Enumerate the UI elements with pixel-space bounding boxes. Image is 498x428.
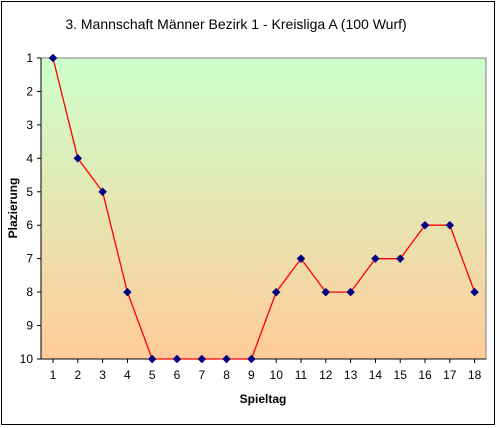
x-tick-label: 17 bbox=[443, 368, 457, 382]
plot-area bbox=[40, 57, 487, 360]
y-tick-label: 4 bbox=[26, 151, 33, 165]
y-tick-label: 9 bbox=[26, 319, 33, 333]
x-tick-label: 8 bbox=[223, 368, 230, 382]
data-point-marker bbox=[445, 220, 455, 230]
x-tick-label: 6 bbox=[174, 368, 181, 382]
data-point-marker bbox=[271, 287, 281, 297]
data-point-marker bbox=[247, 354, 256, 364]
x-tick-label: 4 bbox=[124, 368, 131, 382]
y-tick-label: 7 bbox=[26, 252, 33, 266]
x-tick-label: 13 bbox=[344, 368, 358, 382]
data-point-marker bbox=[346, 287, 355, 297]
x-tick-label: 15 bbox=[394, 368, 408, 382]
data-point-marker bbox=[321, 287, 331, 297]
x-ticks: 1 2 3 4 5 6 7 8 9 10 11 12 13 14 15 16 17 18 bbox=[50, 359, 482, 382]
data-point-marker bbox=[98, 187, 107, 197]
x-tick-label: 11 bbox=[295, 368, 308, 382]
data-point-marker bbox=[296, 254, 306, 264]
x-tick-label: 5 bbox=[149, 368, 156, 382]
series-markers bbox=[48, 53, 479, 364]
series-line bbox=[52, 57, 476, 360]
x-tick-label: 7 bbox=[198, 368, 205, 382]
y-tick-label: 3 bbox=[26, 118, 33, 132]
y-tick-label: 1 bbox=[26, 51, 33, 65]
data-point-marker bbox=[470, 287, 479, 297]
x-tick-label: 14 bbox=[369, 368, 383, 382]
data-point-marker bbox=[172, 354, 182, 364]
data-point-marker bbox=[371, 254, 380, 264]
data-point-marker bbox=[197, 354, 207, 364]
x-tick-label: 3 bbox=[99, 368, 106, 382]
axes bbox=[40, 58, 486, 360]
y-tick-label: 6 bbox=[26, 218, 33, 232]
data-point-marker bbox=[147, 354, 157, 364]
series-polyline bbox=[52, 57, 476, 360]
y-tick-label: 5 bbox=[26, 185, 33, 199]
data-point-marker bbox=[123, 287, 132, 297]
x-axis-title: Spieltag bbox=[240, 392, 287, 406]
data-point-marker bbox=[420, 220, 430, 230]
y-tick-label: 10 bbox=[20, 352, 34, 366]
y-tick-label: 2 bbox=[26, 84, 33, 98]
x-tick-label: 1 bbox=[50, 368, 57, 382]
x-tick-label: 2 bbox=[74, 368, 81, 382]
y-axis-title: Plazierung bbox=[6, 178, 20, 239]
y-tick-label: 8 bbox=[26, 285, 33, 299]
chart-title: 3. Mannschaft Männer Bezirk 1 - Kreislig… bbox=[65, 16, 406, 32]
data-point-marker bbox=[48, 53, 58, 63]
x-tick-label: 16 bbox=[418, 368, 432, 382]
x-tick-label: 18 bbox=[468, 368, 482, 382]
x-tick-label: 10 bbox=[270, 368, 284, 382]
x-tick-label: 12 bbox=[319, 368, 333, 382]
data-point-marker bbox=[73, 153, 83, 163]
data-point-marker bbox=[222, 354, 231, 364]
y-ticks: 1 2 3 4 5 6 7 8 9 10 bbox=[20, 51, 41, 366]
x-tick-label: 9 bbox=[248, 368, 255, 382]
data-point-marker bbox=[395, 254, 405, 264]
